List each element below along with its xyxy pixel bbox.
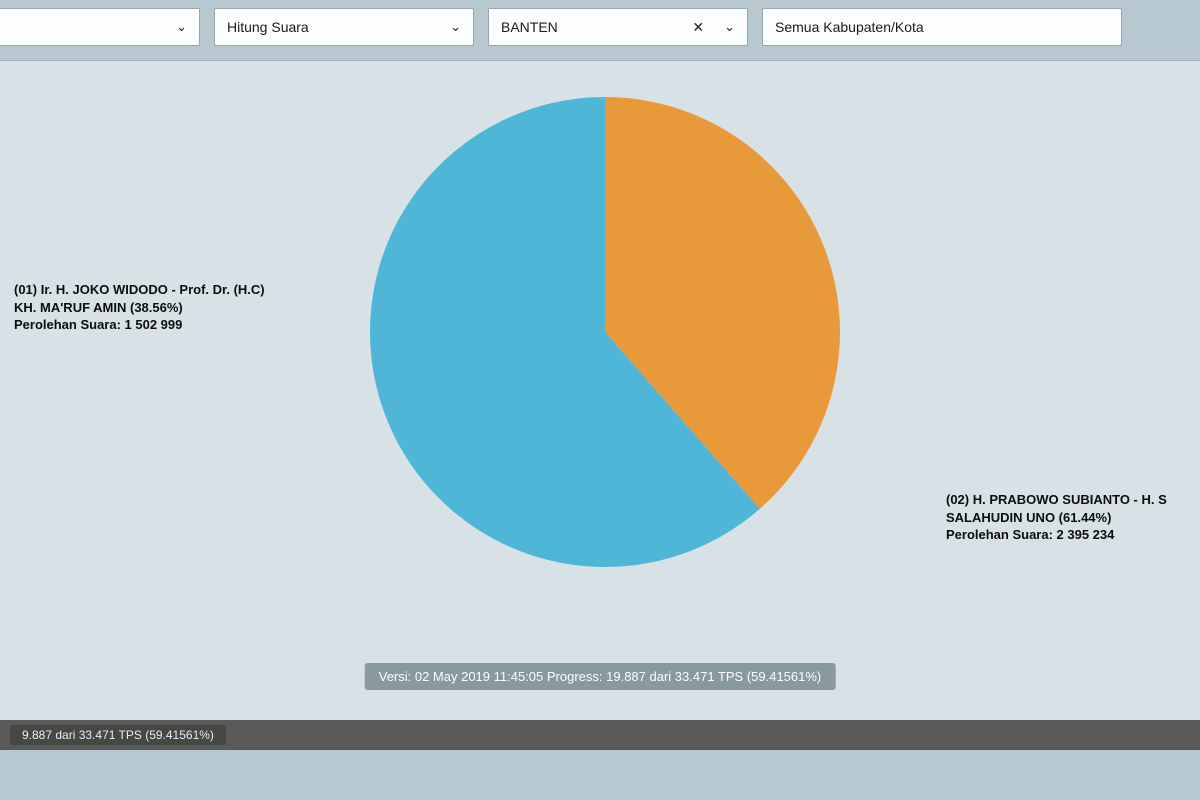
dropdown-election-type[interactable]: ES ⌄ — [0, 8, 200, 46]
version-progress-bar: Versi: 02 May 2019 11:45:05 Progress: 19… — [365, 663, 836, 690]
bottom-fragment: 9.887 dari 33.471 TPS (59.41561%) — [10, 725, 226, 745]
label-line: KH. MA'RUF AMIN (38.56%) — [14, 299, 314, 317]
label-line: Perolehan Suara: 1 502 999 — [14, 316, 314, 334]
label-line: SALAHUDIN UNO (61.44%) — [946, 509, 1196, 527]
dropdown-regency[interactable]: Semua Kabupaten/Kota — [762, 8, 1122, 46]
dropdown-label: Semua Kabupaten/Kota — [775, 19, 924, 35]
dropdown-count-type[interactable]: Hitung Suara ⌄ — [214, 8, 474, 46]
dropdown-label: BANTEN — [501, 19, 558, 35]
close-icon[interactable]: ✕ — [692, 19, 704, 36]
slice-label-candidate-02: (02) H. PRABOWO SUBIANTO - H. S SALAHUDI… — [946, 491, 1196, 544]
dropdown-label: Hitung Suara — [227, 19, 309, 35]
chevron-down-icon: ⌄ — [176, 19, 187, 35]
dropdown-province[interactable]: BANTEN ✕ ⌄ — [488, 8, 748, 46]
label-line: Perolehan Suara: 2 395 234 — [946, 526, 1196, 544]
filter-bar: ES ⌄ Hitung Suara ⌄ BANTEN ✕ ⌄ Semua Kab… — [0, 0, 1200, 54]
label-line: (01) Ir. H. JOKO WIDODO - Prof. Dr. (H.C… — [14, 281, 314, 299]
pie-chart — [370, 97, 840, 567]
label-line: (02) H. PRABOWO SUBIANTO - H. S — [946, 491, 1196, 509]
chevron-down-icon: ⌄ — [450, 19, 461, 35]
chart-panel: (01) Ir. H. JOKO WIDODO - Prof. Dr. (H.C… — [0, 60, 1200, 750]
version-text: Versi: 02 May 2019 11:45:05 Progress: 19… — [379, 669, 822, 684]
bottom-strip: 9.887 dari 33.471 TPS (59.41561%) — [0, 720, 1200, 750]
chevron-down-icon: ⌄ — [724, 19, 735, 35]
slice-label-candidate-01: (01) Ir. H. JOKO WIDODO - Prof. Dr. (H.C… — [14, 281, 314, 334]
